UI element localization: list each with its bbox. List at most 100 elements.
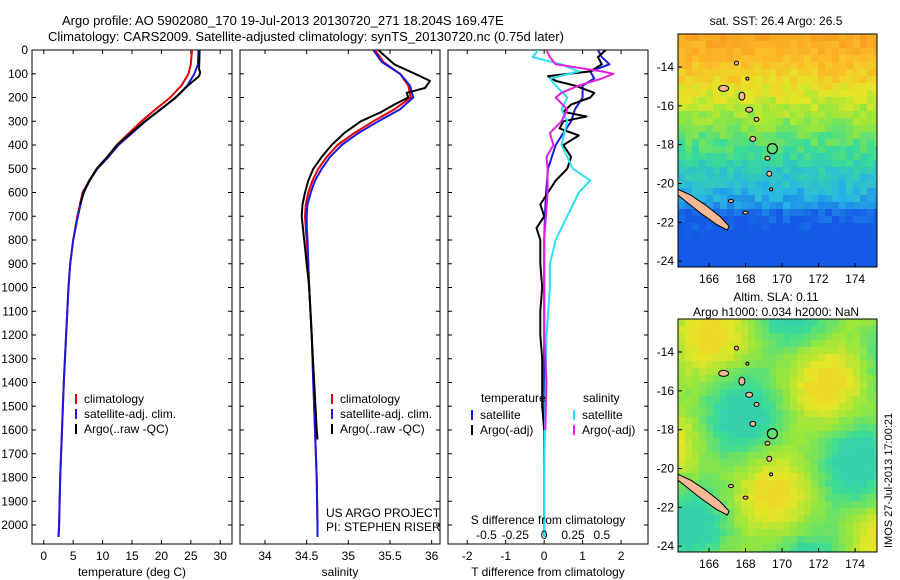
map-cell — [755, 375, 763, 383]
map-cell — [741, 326, 749, 334]
map-cell — [867, 48, 875, 56]
map-cell — [867, 487, 875, 495]
land-island — [749, 420, 757, 427]
map-cell — [734, 69, 742, 77]
map-cell — [685, 34, 693, 42]
map-cell — [825, 368, 833, 376]
map-cell — [727, 452, 735, 460]
map-cell — [678, 424, 686, 432]
map-cell — [748, 319, 756, 327]
map-cell — [720, 466, 728, 474]
map-cell — [825, 452, 833, 460]
map-cell — [867, 473, 875, 481]
x-tick-label: 166 — [699, 557, 719, 571]
map-cell — [713, 48, 721, 56]
map-cell — [727, 550, 735, 552]
panel-temperature: 0100200300400500600700800900100011001200… — [1, 43, 233, 579]
map-cell — [776, 501, 784, 509]
map-cell — [874, 237, 877, 245]
y-tick-label: -14 — [657, 60, 675, 74]
map-cell — [825, 494, 833, 502]
map-cell — [867, 223, 875, 231]
map-cell — [797, 258, 805, 266]
map-cell — [699, 459, 707, 467]
map-cell — [692, 515, 700, 523]
map-cell — [874, 48, 877, 56]
map-cell — [867, 403, 875, 411]
map-cell — [832, 216, 840, 224]
map-cell — [874, 55, 877, 63]
map-cell — [783, 216, 791, 224]
map-cell — [867, 76, 875, 84]
map-cell — [853, 55, 861, 63]
map-cell — [685, 41, 693, 49]
map-cell — [804, 167, 812, 175]
map-cell — [783, 230, 791, 238]
map-cell — [776, 188, 784, 196]
map-cell — [790, 424, 798, 432]
map-cell — [755, 473, 763, 481]
map-cell — [734, 146, 742, 154]
map-cell — [699, 139, 707, 147]
map-cell — [818, 459, 826, 467]
map-cell — [713, 382, 721, 390]
map-cell — [769, 146, 777, 154]
map-cell — [678, 382, 686, 390]
map-cell — [755, 188, 763, 196]
map-cell — [685, 403, 693, 411]
map-cell — [741, 265, 749, 267]
land-island — [769, 187, 774, 192]
map-cell — [727, 125, 735, 133]
map-cell — [818, 174, 826, 182]
map-cell — [874, 319, 877, 327]
map-cell — [783, 69, 791, 77]
map-cell — [769, 396, 777, 404]
land-island — [742, 495, 749, 500]
map-cell — [713, 125, 721, 133]
map-cell — [713, 69, 721, 77]
map-cell — [678, 452, 686, 460]
map-cell — [713, 104, 721, 112]
map-cell — [776, 62, 784, 70]
map-cell — [797, 167, 805, 175]
map-cell — [699, 550, 707, 552]
map-cell — [860, 244, 868, 252]
map-cell — [797, 396, 805, 404]
map-cell — [846, 132, 854, 140]
map-cell — [776, 146, 784, 154]
map-cell — [748, 90, 756, 98]
map-cell — [678, 361, 686, 369]
map-cell — [846, 237, 854, 245]
map-cell — [867, 375, 875, 383]
map-cell — [685, 230, 693, 238]
map-cell — [755, 209, 763, 217]
map-cell — [839, 494, 847, 502]
map-cell — [874, 550, 877, 552]
map-cell — [748, 62, 756, 70]
map-cell — [762, 258, 770, 266]
map-cell — [706, 34, 714, 42]
map-cell — [762, 424, 770, 432]
map-cell — [741, 466, 749, 474]
map-cell — [734, 543, 742, 551]
map-cell — [811, 396, 819, 404]
map-cell — [874, 375, 877, 383]
map-cell — [867, 347, 875, 355]
map-cell — [825, 410, 833, 418]
map-cell — [734, 494, 742, 502]
map-cell — [783, 83, 791, 91]
map-cell — [706, 529, 714, 537]
map-cell — [818, 354, 826, 362]
map-cell — [860, 181, 868, 189]
map-cell — [797, 265, 805, 267]
map-cell — [685, 244, 693, 252]
map-cell — [685, 494, 693, 502]
map-cell — [825, 104, 833, 112]
map-cell — [797, 216, 805, 224]
map-cell — [790, 181, 798, 189]
map-cell — [797, 522, 805, 530]
map-cell — [811, 501, 819, 509]
map-cell — [762, 368, 770, 376]
map-cell — [804, 515, 812, 523]
map-cell — [874, 417, 877, 425]
